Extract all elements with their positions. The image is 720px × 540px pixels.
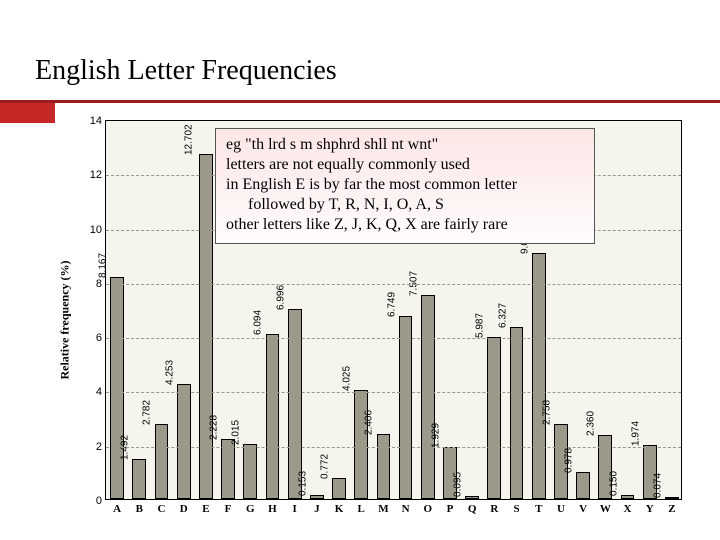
x-tick-label: G: [246, 499, 255, 515]
bar-value-label: 8.167: [98, 253, 109, 278]
bar-value-label: 0.772: [319, 454, 330, 479]
callout-line: in English E is by far the most common l…: [226, 175, 584, 195]
bar-value-label: 6.327: [497, 303, 508, 328]
bar-value-label: 2.015: [231, 420, 242, 445]
x-tick-label: U: [557, 499, 565, 515]
bar-value-label: 6.749: [386, 292, 397, 317]
x-tick-label: Z: [668, 499, 675, 515]
bar-value-label: 12.702: [184, 125, 195, 156]
x-tick-label: J: [314, 499, 320, 515]
bar: 2.782: [155, 424, 169, 500]
y-tick-label: 2: [96, 441, 106, 453]
gridline: [106, 338, 681, 339]
bar: 0.978: [576, 472, 590, 499]
bar-value-label: 1.974: [630, 421, 641, 446]
slide: English Letter Frequencies Relative freq…: [0, 0, 720, 540]
x-tick-label: N: [402, 499, 410, 515]
x-tick-label: F: [225, 499, 232, 515]
bar-value-label: 5.987: [475, 312, 486, 337]
bar-value-label: 4.025: [342, 366, 353, 391]
x-tick-label: V: [579, 499, 587, 515]
bar: 7.507: [421, 295, 435, 499]
y-axis-label: Relative frequency (%): [58, 260, 73, 379]
x-tick-label: O: [424, 499, 433, 515]
callout-line: followed by T, R, N, I, O, A, S: [226, 195, 584, 215]
gridline: [106, 284, 681, 285]
bar: 6.749: [399, 316, 413, 499]
bar: 2.015: [243, 444, 257, 499]
bar-value-label: 0.153: [297, 471, 308, 496]
x-tick-label: I: [292, 499, 296, 515]
bar-value-label: 2.782: [142, 399, 153, 424]
x-tick-label: S: [513, 499, 519, 515]
bar-value-label: 4.253: [164, 360, 175, 385]
bar-value-label: 1.929: [430, 423, 441, 448]
x-tick-label: K: [335, 499, 344, 515]
x-tick-label: B: [136, 499, 143, 515]
bar-value-label: 0.095: [453, 472, 464, 497]
bar: 9.056: [532, 253, 546, 499]
bar-value-label: 0.978: [564, 448, 575, 473]
y-tick-label: 4: [96, 386, 106, 398]
x-tick-label: X: [624, 499, 632, 515]
bar-value-label: 0.074: [652, 473, 663, 498]
gridline: [106, 392, 681, 393]
x-tick-label: Y: [646, 499, 654, 515]
x-tick-label: H: [268, 499, 277, 515]
callout-box: eg "th lrd s m shphrd shll nt wnt" lette…: [215, 128, 595, 244]
bar: 1.492: [132, 459, 146, 499]
bar-value-label: 2.360: [586, 411, 597, 436]
gridline: [106, 447, 681, 448]
bar-value-label: 2.228: [209, 415, 220, 440]
x-tick-label: Q: [468, 499, 477, 515]
callout-line: letters are not equally commonly used: [226, 155, 584, 175]
callout-line: eg "th lrd s m shphrd shll nt wnt": [226, 135, 584, 155]
bar-value-label: 6.094: [253, 310, 264, 335]
bar: 4.253: [177, 384, 191, 499]
x-tick-label: A: [113, 499, 121, 515]
x-tick-label: D: [180, 499, 188, 515]
bar: 8.167: [110, 277, 124, 499]
title-underline: [0, 100, 720, 103]
y-tick-label: 10: [90, 224, 106, 236]
bar-value-label: 0.150: [608, 471, 619, 496]
y-tick-label: 6: [96, 332, 106, 344]
y-tick-label: 8: [96, 278, 106, 290]
x-tick-label: M: [378, 499, 388, 515]
x-tick-label: W: [600, 499, 611, 515]
y-tick-label: 12: [90, 169, 106, 181]
bar-value-label: 6.996: [275, 285, 286, 310]
x-tick-label: E: [202, 499, 209, 515]
y-tick-label: 14: [90, 115, 106, 127]
bar-value-label: 2.406: [364, 410, 375, 435]
x-tick-label: T: [535, 499, 542, 515]
bar-value-label: 2.758: [541, 400, 552, 425]
x-tick-label: C: [157, 499, 165, 515]
bar: 5.987: [487, 337, 501, 500]
title-region: English Letter Frequencies: [35, 55, 685, 87]
bar: 2.406: [377, 434, 391, 499]
page-title: English Letter Frequencies: [35, 55, 337, 86]
x-tick-label: R: [490, 499, 498, 515]
bar: 0.772: [332, 478, 346, 499]
bar: 6.094: [266, 334, 280, 499]
title-accent-tab: [0, 103, 55, 123]
callout-line: other letters like Z, J, K, Q, X are fai…: [226, 215, 584, 235]
x-tick-label: P: [447, 499, 454, 515]
y-tick-label: 0: [96, 495, 106, 507]
bar: 6.327: [510, 327, 524, 499]
x-tick-label: L: [358, 499, 365, 515]
bar: 4.025: [354, 390, 368, 499]
